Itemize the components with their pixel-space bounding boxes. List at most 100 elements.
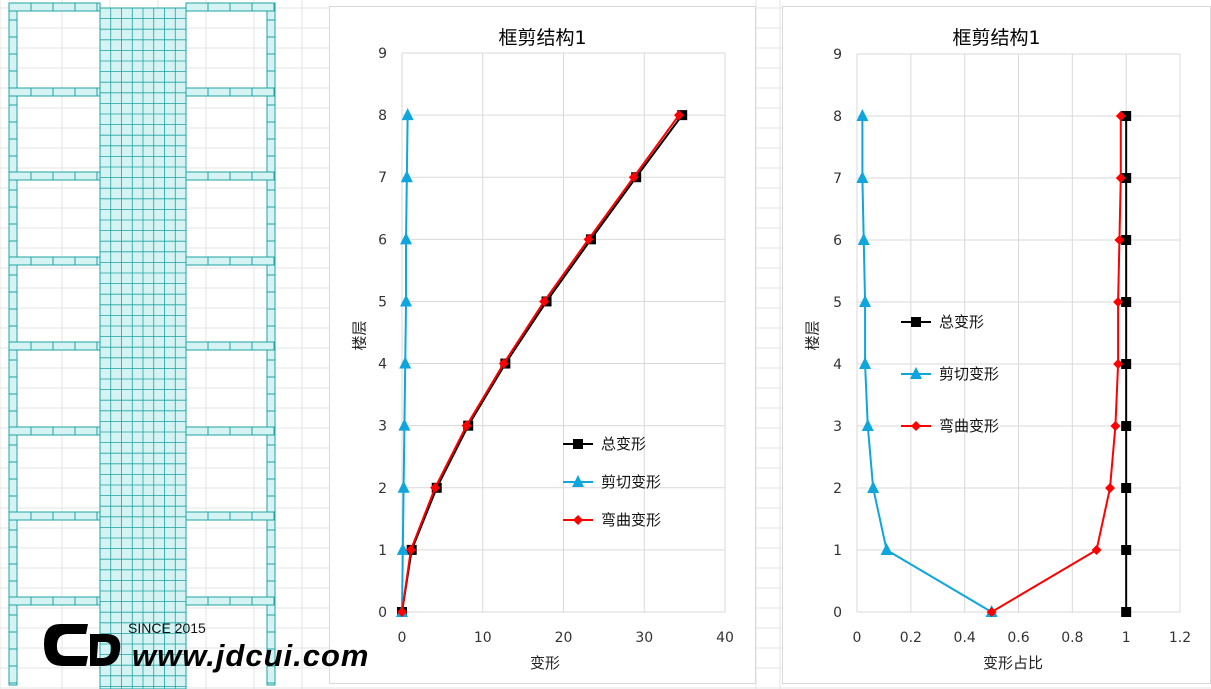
chart1-x-axis-label: 变形: [530, 654, 561, 672]
series-2: [397, 110, 684, 617]
beam-left: [8, 171, 101, 181]
x-tick-label: 0.8: [1061, 630, 1083, 646]
data-point: [1114, 235, 1125, 245]
data-point: [1121, 111, 1132, 121]
data-point: [1115, 173, 1126, 183]
y-tick-label: 1: [378, 543, 387, 559]
data-point: [856, 109, 869, 121]
data-point: [396, 542, 409, 555]
data-point: [1121, 235, 1132, 245]
x-tick-label: 0.4: [954, 630, 976, 646]
data-point: [1121, 359, 1132, 369]
data-point: [1121, 421, 1132, 431]
data-point: [1121, 483, 1132, 493]
x-tick-label: 0: [398, 630, 407, 646]
legend-label: 弯曲变形: [601, 511, 661, 529]
data-point: [673, 110, 684, 121]
y-tick-label: 0: [833, 605, 842, 621]
y-tick-label: 2: [378, 481, 387, 497]
y-tick-label: 1: [833, 543, 842, 559]
y-tick-label: 3: [833, 419, 842, 435]
data-point: [1121, 607, 1132, 617]
legend-marker: [573, 439, 583, 449]
data-point: [1121, 545, 1132, 555]
data-point: [1121, 173, 1132, 183]
x-tick-label: 0: [853, 630, 862, 646]
y-tick-label: 4: [378, 357, 387, 373]
x-tick-label: 30: [635, 630, 653, 646]
data-point: [498, 358, 509, 369]
y-tick-label: 8: [833, 109, 842, 125]
beam-left: [8, 341, 101, 351]
data-point: [399, 356, 412, 369]
site-watermark-logo: SINCE 2015 www.jdcui.com: [40, 610, 400, 680]
chart1-title: 框剪结构1: [498, 27, 587, 49]
data-point: [1110, 421, 1121, 431]
chart-deformation-ratio[interactable]: 0 0.2 0.4 0.6 0.8 1 1.2 0 1 2 3 4 5 6 7 8 9 总变形 剪切变形 弯曲变形 框…: [782, 6, 1211, 684]
data-point: [583, 234, 594, 245]
beam-left: [8, 2, 101, 12]
beam-left: [8, 87, 101, 97]
y-tick-label: 6: [378, 232, 387, 248]
frame-shear-wall-structure-drawing: [8, 2, 276, 689]
cd-logo-icon: [44, 624, 121, 666]
beam-left: [8, 511, 101, 521]
legend-label: 总变形: [601, 435, 646, 453]
data-point: [859, 295, 872, 307]
watermark-since-text: SINCE 2015: [128, 620, 206, 636]
y-tick-label: 5: [833, 295, 842, 311]
beam-left: [8, 426, 101, 436]
legend-label: 弯曲变形: [939, 417, 999, 435]
series-0: [1121, 111, 1132, 617]
legend-marker: [910, 367, 922, 379]
chart2-x-axis-label: 变形占比: [983, 654, 1044, 672]
data-point: [1105, 483, 1116, 493]
data-point: [461, 420, 472, 431]
series-1: [856, 109, 998, 617]
chart1-y-axis-label: 楼层: [350, 320, 369, 351]
legend-marker: [911, 317, 921, 327]
y-tick-label: 2: [833, 481, 842, 497]
data-point: [430, 482, 441, 493]
x-tick-label: 40: [716, 630, 734, 646]
y-tick-label: 8: [378, 108, 387, 124]
y-tick-label: 4: [833, 357, 842, 373]
legend-marker: [911, 421, 921, 431]
data-point: [401, 108, 414, 121]
y-tick-label: 6: [833, 233, 842, 249]
data-point: [397, 480, 410, 493]
legend-label: 剪切变形: [601, 473, 661, 491]
beam-left: [8, 596, 101, 606]
x-tick-label: 0.6: [1007, 630, 1029, 646]
data-point: [861, 419, 874, 431]
data-point: [857, 233, 870, 245]
data-point: [1113, 297, 1124, 307]
legend-marker: [572, 475, 584, 487]
data-point: [880, 543, 893, 555]
chart2-title: 框剪结构1: [952, 27, 1041, 49]
data-point: [859, 357, 872, 369]
y-tick-label: 7: [378, 170, 387, 186]
data-point: [856, 171, 869, 183]
watermark-url-text: www.jdcui.com: [132, 638, 370, 673]
data-point: [397, 607, 407, 617]
series-2: [986, 111, 1126, 617]
data-point: [539, 296, 550, 307]
beam-left: [8, 256, 101, 266]
x-tick-label: 1: [1122, 630, 1131, 646]
data-point: [1091, 545, 1102, 555]
data-point: [405, 544, 416, 555]
y-tick-label: 3: [378, 419, 387, 435]
y-tick-label: 9: [378, 46, 387, 62]
data-point: [986, 607, 997, 617]
legend-label: 剪切变形: [939, 365, 999, 383]
y-tick-label: 0: [378, 605, 387, 621]
chart-total-deformation[interactable]: 0 10 20 30 40 0 1 2 3 4 5 6 7 8 9 总变形 剪切变形 弯曲变形 框剪结构1 变形 …: [329, 6, 756, 684]
chart2-y-axis-label: 楼层: [803, 320, 822, 351]
data-point: [400, 294, 413, 307]
data-point: [1121, 297, 1132, 307]
y-tick-label: 9: [833, 47, 842, 63]
data-point: [1115, 111, 1126, 121]
